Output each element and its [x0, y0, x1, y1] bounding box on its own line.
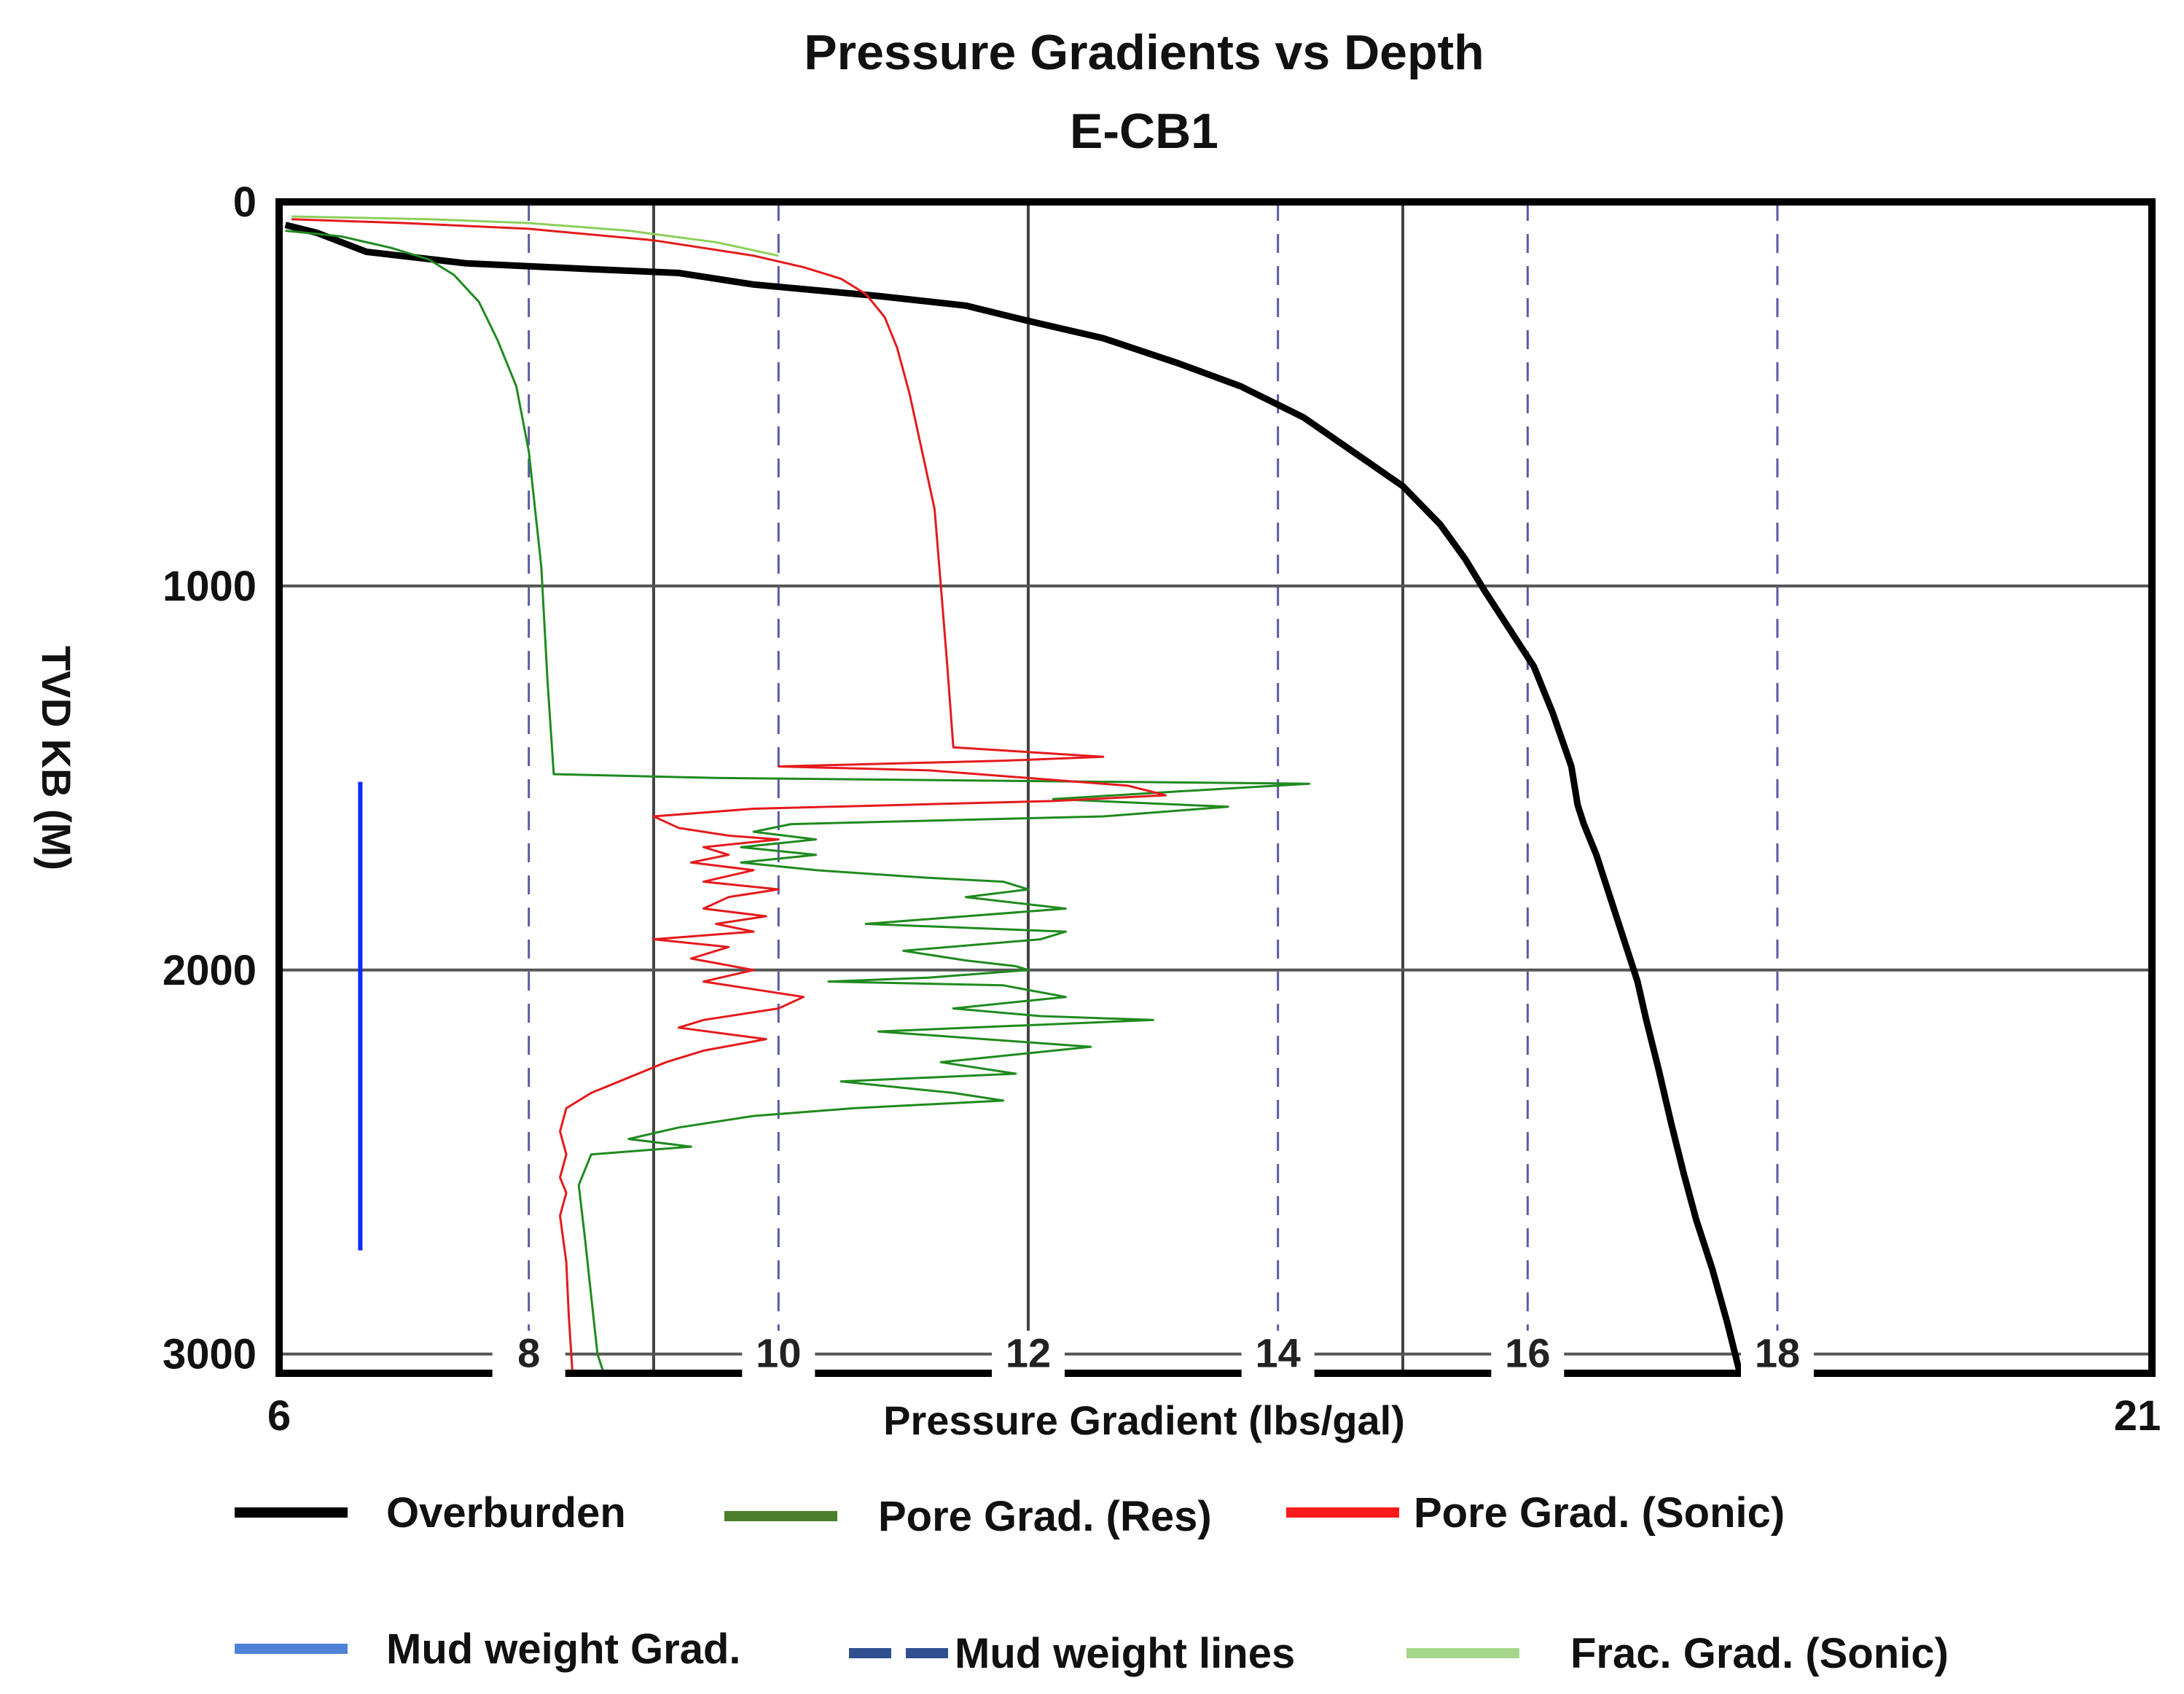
series-layer [284, 215, 1743, 1375]
y-tick-label: 3000 [163, 1331, 257, 1378]
legend-label: Pore Grad. (Sonic) [1414, 1489, 1785, 1537]
x-inner-tick-label: 14 [1256, 1330, 1301, 1376]
x-inner-tick-label: 12 [1006, 1330, 1051, 1376]
tick-label-bg [992, 1330, 1065, 1378]
grid-lines [279, 202, 2152, 1373]
x-inner-tick-label: 18 [1755, 1330, 1800, 1376]
legend-label: Mud weight Grad. [386, 1625, 741, 1673]
y-tick-label: 1000 [163, 563, 257, 610]
series-line [285, 230, 1310, 1374]
tick-label-bg [492, 1330, 565, 1378]
series-line [291, 215, 779, 257]
legend-label: Pore Grad. (Res) [878, 1493, 1212, 1540]
tick-label-bg [742, 1330, 815, 1378]
x-tick-label: 21 [2114, 1392, 2161, 1440]
legend-label: Overburden [386, 1489, 626, 1537]
x-axis-label: Pressure Gradient (lbs/gal) [883, 1397, 1405, 1443]
plot-frame [275, 198, 2156, 1377]
tick-label-bg [1241, 1330, 1315, 1378]
legend-label: Frac. Grad. (Sonic) [1570, 1630, 1949, 1677]
x-tick-label: 6 [267, 1392, 291, 1440]
x-inner-tick-label: 10 [756, 1330, 801, 1376]
series-line [291, 218, 1167, 1374]
x-inner-tick-label: 16 [1505, 1330, 1550, 1376]
tick-label-bg [1741, 1330, 1814, 1378]
x-inner-tick-label: 8 [517, 1330, 540, 1376]
chart-title: Pressure Gradients vs Depth [804, 25, 1484, 80]
y-tick-label: 0 [233, 179, 257, 226]
tick-label-bg [1491, 1330, 1565, 1378]
y-axis-label: TVD KB (M) [34, 646, 79, 870]
series-line [284, 222, 1743, 1375]
legend-label: Mud weight lines [955, 1630, 1295, 1677]
y-tick-label: 2000 [163, 947, 257, 994]
legend: Overburden Pore Grad. (Res) Pore Grad. (So… [235, 1489, 1949, 1677]
chart-subtitle: E-CB1 [1070, 104, 1218, 159]
